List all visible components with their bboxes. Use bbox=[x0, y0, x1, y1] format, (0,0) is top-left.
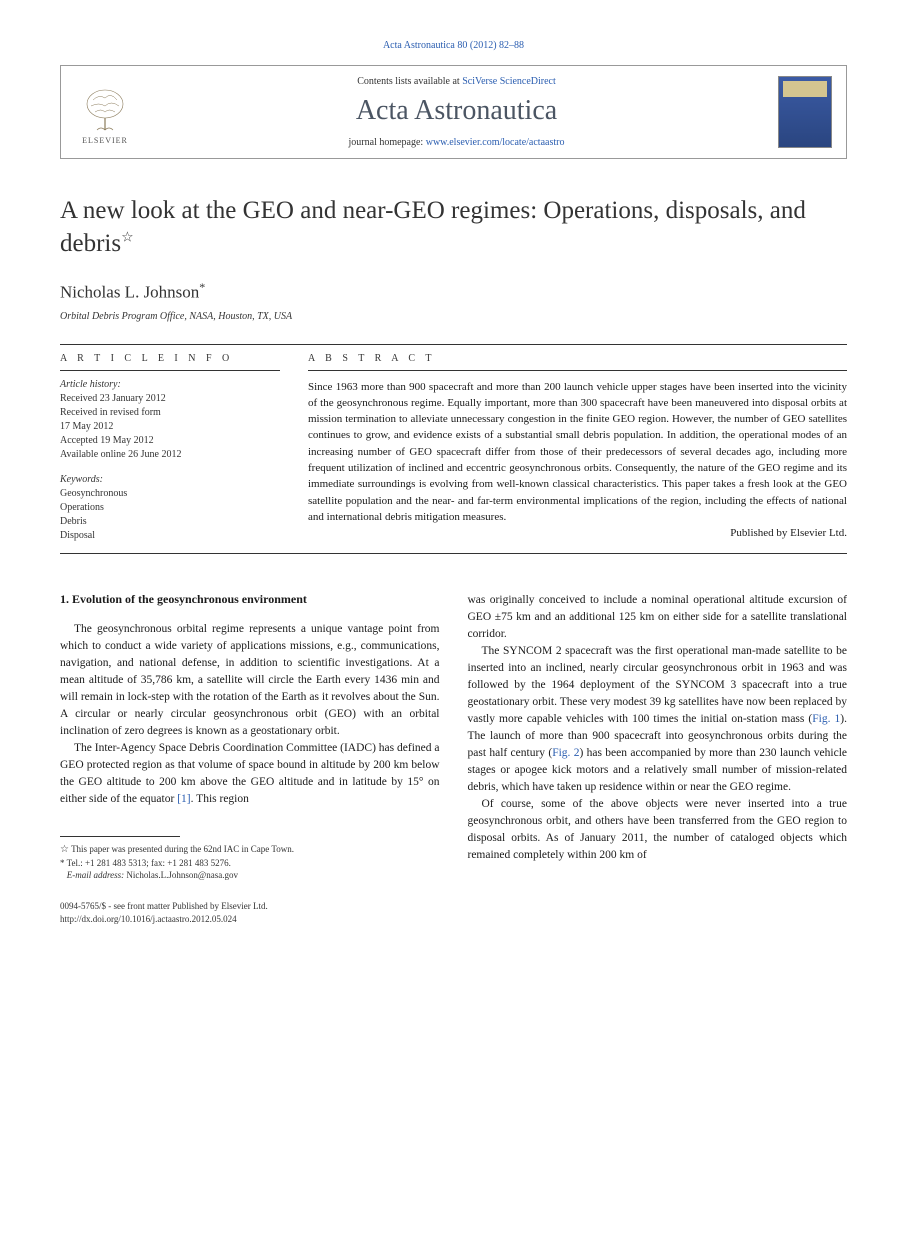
history-item: 17 May 2012 bbox=[60, 420, 280, 434]
email-label: E-mail address: bbox=[67, 870, 124, 880]
footnote-contact: Tel.: +1 281 483 5313; fax: +1 281 483 5… bbox=[67, 858, 231, 868]
journal-header-box: ELSEVIER Contents lists available at Sci… bbox=[60, 65, 847, 159]
author-text: Nicholas L. Johnson bbox=[60, 283, 199, 302]
homepage-prefix: journal homepage: bbox=[349, 137, 426, 148]
author-affiliation: Orbital Debris Program Office, NASA, Hou… bbox=[60, 311, 847, 322]
section-1-heading: 1. Evolution of the geosynchronous envir… bbox=[60, 592, 440, 607]
history-item: Available online 26 June 2012 bbox=[60, 448, 280, 462]
footnote-corresponding: * Tel.: +1 281 483 5313; fax: +1 281 483… bbox=[60, 857, 440, 870]
history-item: Received 23 January 2012 bbox=[60, 392, 280, 406]
journal-homepage-line: journal homepage: www.elsevier.com/locat… bbox=[149, 137, 764, 148]
body-paragraph: Of course, some of the above objects wer… bbox=[468, 796, 848, 864]
info-sub-divider bbox=[60, 370, 280, 371]
bottom-meta: 0094-5765/$ - see front matter Published… bbox=[60, 900, 440, 925]
sciencedirect-link[interactable]: SciVerse ScienceDirect bbox=[462, 76, 556, 87]
body-paragraph: The SYNCOM 2 spacecraft was the first op… bbox=[468, 643, 848, 796]
email-address: Nicholas.L.Johnson@nasa.gov bbox=[126, 870, 238, 880]
footnote-star-mark: ☆ bbox=[60, 844, 69, 855]
footnote-presentation: ☆ This paper was presented during the 62… bbox=[60, 843, 440, 857]
footnote-asterisk-mark: * bbox=[60, 858, 65, 868]
history-item: Accepted 19 May 2012 bbox=[60, 434, 280, 448]
title-footnote-mark: ☆ bbox=[121, 230, 134, 245]
footnote-text: This paper was presented during the 62nd… bbox=[71, 844, 294, 854]
figure-link-2[interactable]: Fig. 2 bbox=[552, 747, 579, 759]
keyword-item: Disposal bbox=[60, 529, 280, 543]
keyword-item: Geosynchronous bbox=[60, 487, 280, 501]
keyword-item: Debris bbox=[60, 515, 280, 529]
info-abstract-row: A R T I C L E I N F O Article history: R… bbox=[60, 345, 847, 543]
para-text-part: . This region bbox=[191, 793, 249, 805]
para-text-part: The Inter-Agency Space Debris Coordinati… bbox=[60, 742, 440, 805]
elsevier-wordmark: ELSEVIER bbox=[82, 136, 128, 145]
keyword-item: Operations bbox=[60, 501, 280, 515]
article-history-label: Article history: bbox=[60, 379, 280, 390]
abstract-block: A B S T R A C T Since 1963 more than 900… bbox=[308, 345, 847, 543]
body-right-column: was originally conceived to include a no… bbox=[468, 592, 848, 926]
journal-reference: Acta Astronautica 80 (2012) 82–88 bbox=[60, 40, 847, 51]
abstract-heading: A B S T R A C T bbox=[308, 345, 847, 370]
publisher-line: Published by Elsevier Ltd. bbox=[308, 527, 847, 539]
body-paragraph: was originally conceived to include a no… bbox=[468, 592, 848, 643]
article-info-heading: A R T I C L E I N F O bbox=[60, 345, 280, 370]
title-text: A new look at the GEO and near-GEO regim… bbox=[60, 197, 806, 257]
footnote-divider bbox=[60, 836, 180, 837]
body-paragraph: The geosynchronous orbital regime repres… bbox=[60, 621, 440, 740]
abstract-text: Since 1963 more than 900 spacecraft and … bbox=[308, 379, 847, 525]
journal-cover-thumbnail bbox=[778, 76, 832, 148]
header-center: Contents lists available at SciVerse Sci… bbox=[149, 76, 764, 148]
contents-available-line: Contents lists available at SciVerse Sci… bbox=[149, 76, 764, 87]
footnote-email: E-mail address: Nicholas.L.Johnson@nasa.… bbox=[60, 869, 440, 882]
author-corresponding-mark: * bbox=[199, 280, 205, 294]
journal-name: Acta Astronautica bbox=[149, 95, 764, 127]
elsevier-logo: ELSEVIER bbox=[75, 79, 135, 145]
reference-link-1[interactable]: [1] bbox=[177, 793, 190, 805]
history-item: Received in revised form bbox=[60, 406, 280, 420]
body-columns: 1. Evolution of the geosynchronous envir… bbox=[60, 592, 847, 926]
homepage-link[interactable]: www.elsevier.com/locate/actaastro bbox=[426, 137, 565, 148]
issn-line: 0094-5765/$ - see front matter Published… bbox=[60, 900, 440, 913]
article-title: A new look at the GEO and near-GEO regim… bbox=[60, 195, 847, 260]
contents-prefix: Contents lists available at bbox=[357, 76, 462, 87]
article-info-block: A R T I C L E I N F O Article history: R… bbox=[60, 345, 280, 543]
elsevier-tree-icon bbox=[79, 86, 131, 134]
body-left-column: 1. Evolution of the geosynchronous envir… bbox=[60, 592, 440, 926]
abstract-sub-divider bbox=[308, 370, 847, 371]
keywords-label: Keywords: bbox=[60, 474, 280, 485]
figure-link-1[interactable]: Fig. 1 bbox=[812, 713, 840, 725]
body-paragraph: The Inter-Agency Space Debris Coordinati… bbox=[60, 740, 440, 808]
para-text-part: The SYNCOM 2 spacecraft was the first op… bbox=[468, 645, 848, 725]
doi-line: http://dx.doi.org/10.1016/j.actaastro.20… bbox=[60, 913, 440, 926]
abstract-bottom-divider bbox=[60, 553, 847, 554]
author-name: Nicholas L. Johnson* bbox=[60, 280, 847, 303]
